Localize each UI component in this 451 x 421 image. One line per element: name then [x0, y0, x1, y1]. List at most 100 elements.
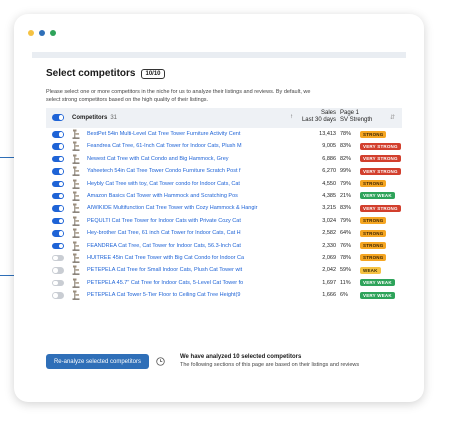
table-row[interactable]: PETEPELA Cat Tower 5-Tier Floor to Ceili… [46, 289, 402, 301]
competitors-table: Competitors 31 ↑ Sales Last 30 days Page … [46, 108, 402, 301]
competitor-sales: 2,330 [322, 242, 336, 249]
competitor-toggle[interactable] [52, 205, 64, 212]
product-thumbnail-icon [72, 191, 80, 201]
competitor-toggle[interactable] [52, 143, 64, 150]
table-row[interactable]: PETEPELA Cat Tree for Small Indoor Cats,… [46, 264, 402, 276]
panel-footer: Re-analyze selected competitors We have … [46, 352, 402, 376]
sv-percent: 79% [340, 217, 352, 224]
competitor-sales: 13,413 [319, 131, 336, 137]
table-row[interactable]: Feandrea Cat Tree, 61-Inch Cat Tower for… [46, 140, 402, 152]
competitor-name[interactable]: AIWIKIDE Multifunction Cat Tree Tower wi… [87, 205, 258, 212]
competitors-column-header[interactable]: Competitors 31 [72, 115, 117, 121]
panel-header: Select competitors 10/10 [46, 68, 165, 79]
sv-percent: 99% [340, 168, 352, 175]
product-thumbnail-icon [72, 154, 80, 164]
competitor-toggle[interactable] [52, 180, 64, 188]
panel-description: Please select one or more competitors in… [46, 89, 311, 103]
competitor-name[interactable]: Hey-brother Cat Tree, 61 inch Cat Tower … [87, 230, 241, 237]
selected-count-badge: 10/10 [141, 68, 165, 79]
table-row[interactable]: Hey-brother Cat Tree, 61 inch Cat Tower … [46, 227, 402, 239]
strength-badge: VERY WEAK [360, 291, 395, 299]
competitor-toggle[interactable] [52, 217, 64, 225]
competitor-toggle[interactable] [52, 242, 64, 250]
competitor-name[interactable]: PETEPELA Cat Tower 5-Tier Floor to Ceili… [87, 292, 241, 299]
select-competitors-panel: Select competitors 10/10 Please select o… [32, 52, 406, 382]
sv-sort-icon[interactable]: ⇵ [390, 115, 396, 121]
competitor-sales: 2,582 [322, 230, 336, 237]
competitor-name[interactable]: BestPet 54in Multi-Level Cat Tree Tower … [87, 131, 241, 137]
sort-arrow-icon[interactable]: ↑ [290, 114, 293, 120]
competitor-sales: 3,215 [322, 205, 336, 212]
competitor-sales: 6,270 [322, 168, 336, 175]
competitor-sales: 1,697 [322, 279, 336, 286]
sv-strength-column-header[interactable]: Page 1 SV Strength [340, 110, 372, 124]
competitor-name[interactable]: FEANDREA Cat Tree, Cat Tower for Indoor … [87, 242, 241, 249]
competitors-count: 31 [110, 115, 118, 121]
table-row[interactable]: BestPet 54in Multi-Level Cat Tree Tower … [46, 128, 402, 140]
competitor-toggle[interactable] [52, 279, 64, 287]
page-title: Select competitors [46, 68, 136, 79]
reanalyze-button[interactable]: Re-analyze selected competitors [46, 354, 149, 369]
sv-percent: 64% [340, 230, 352, 237]
table-header: Competitors 31 ↑ Sales Last 30 days Page … [46, 108, 402, 128]
competitor-toggle[interactable] [52, 230, 64, 237]
table-row[interactable]: HUITREE 45in Cat Tree Tower with Big Cat… [46, 252, 402, 264]
competitor-toggle[interactable] [52, 192, 64, 200]
strength-badge: STRONG [360, 229, 387, 237]
competitor-name[interactable]: PETEPELA 45.7" Cat Tree for Indoor Cats,… [87, 279, 244, 286]
strength-badge: STRONG [360, 242, 387, 250]
table-row[interactable]: PEQULTI Cat Tree Tower for Indoor Cats w… [46, 215, 402, 227]
competitor-toggle[interactable] [52, 131, 64, 138]
window-dot-blue [39, 30, 45, 36]
strength-badge: WEAK [360, 266, 381, 274]
sv-percent: 21% [340, 192, 352, 199]
product-thumbnail-icon [72, 278, 80, 288]
competitor-sales: 6,886 [322, 155, 336, 162]
competitor-toggle[interactable] [52, 254, 64, 262]
sv-percent: 6% [340, 292, 348, 299]
strength-badge: VERY WEAK [360, 279, 395, 287]
competitor-name[interactable]: PEQULTI Cat Tree Tower for Indoor Cats w… [87, 217, 241, 224]
analysis-status-title: We have analyzed 10 selected competitors [180, 354, 302, 360]
competitors-label: Competitors [72, 115, 108, 121]
table-row[interactable]: Newest Cat Tree with Cat Condo and Big H… [46, 153, 402, 165]
sv-percent: 59% [340, 267, 352, 274]
competitor-name[interactable]: Heybly Cat Tree with toy, Cat Tower cond… [87, 180, 240, 187]
competitor-toggle[interactable] [52, 292, 64, 299]
table-row[interactable]: FEANDREA Cat Tree, Cat Tower for Indoor … [46, 240, 402, 252]
competitor-name[interactable]: PETEPELA Cat Tree for Small Indoor Cats,… [87, 267, 243, 274]
competitor-sales: 4,385 [322, 192, 336, 199]
competitor-name[interactable]: Amazon Basics Cat Tower with Hammock and… [87, 192, 238, 199]
strength-badge: STRONG [360, 180, 387, 188]
sv-percent: 78% [340, 131, 352, 137]
competitor-toggle[interactable] [52, 168, 64, 175]
select-all-toggle[interactable] [52, 114, 64, 121]
product-thumbnail-icon [72, 216, 80, 226]
product-thumbnail-icon [72, 253, 80, 263]
table-row[interactable]: Yaheetech 54in Cat Tree Tower Condo Furn… [46, 165, 402, 177]
competitor-toggle[interactable] [52, 267, 64, 274]
sv-percent: 76% [340, 242, 352, 249]
product-thumbnail-icon [72, 141, 80, 152]
competitor-name[interactable]: Newest Cat Tree with Cat Condo and Big H… [87, 155, 229, 162]
product-thumbnail-icon [72, 179, 80, 189]
table-row[interactable]: Amazon Basics Cat Tower with Hammock and… [46, 190, 402, 202]
competitor-sales: 3,024 [322, 217, 336, 224]
competitor-name[interactable]: Yaheetech 54in Cat Tree Tower Condo Furn… [87, 168, 241, 175]
strength-badge: VERY STRONG [360, 167, 401, 175]
sales-sub-label: Last 30 days [301, 117, 336, 123]
sales-column-header[interactable]: Sales Last 30 days [296, 110, 336, 124]
window-dots [28, 30, 56, 36]
strength-badge: VERY WEAK [360, 192, 395, 200]
competitor-name[interactable]: HUITREE 45in Cat Tree Tower with Big Cat… [87, 254, 245, 261]
product-thumbnail-icon [72, 228, 80, 238]
competitor-name[interactable]: Feandrea Cat Tree, 61-Inch Cat Tower for… [87, 143, 242, 150]
competitor-toggle[interactable] [52, 155, 64, 163]
table-row[interactable]: PETEPELA 45.7" Cat Tree for Indoor Cats,… [46, 277, 402, 289]
competitor-sales: 2,042 [322, 267, 336, 274]
table-row[interactable]: Heybly Cat Tree with toy, Cat Tower cond… [46, 178, 402, 190]
sv-percent: 83% [340, 143, 352, 150]
table-row[interactable]: AIWIKIDE Multifunction Cat Tree Tower wi… [46, 202, 402, 214]
competitor-sales: 2,069 [322, 254, 336, 261]
competitor-sales: 1,666 [322, 292, 336, 299]
